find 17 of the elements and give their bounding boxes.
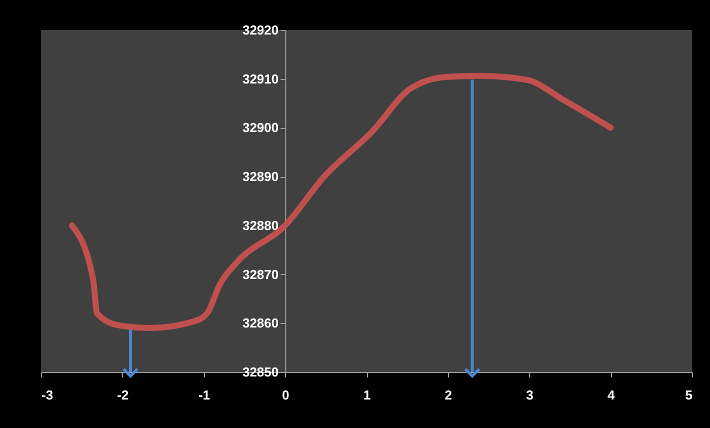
y-tick-label: 32890 <box>242 169 279 184</box>
y-tick-label: 32860 <box>242 316 279 331</box>
x-tick-label: 4 <box>608 388 616 402</box>
x-tick-label: 1 <box>363 388 371 402</box>
x-tick-label: -1 <box>198 388 210 402</box>
x-tick-label: -3 <box>42 388 54 402</box>
y-tick-label: 32870 <box>242 266 279 282</box>
y-tick-label: 32900 <box>242 120 279 136</box>
y-tick-label: 32850 <box>242 364 279 380</box>
y-tick-label: 32910 <box>242 71 279 86</box>
x-tick-label: 2 <box>444 388 452 402</box>
x-tick-label: 0 <box>282 388 290 402</box>
x-tick-label: -2 <box>117 388 129 402</box>
x-tick-label: 5 <box>685 388 692 402</box>
y-tick-label: 32880 <box>242 218 279 233</box>
y-tick-label: 32920 <box>242 22 279 38</box>
x-tick-label: 3 <box>526 388 534 402</box>
